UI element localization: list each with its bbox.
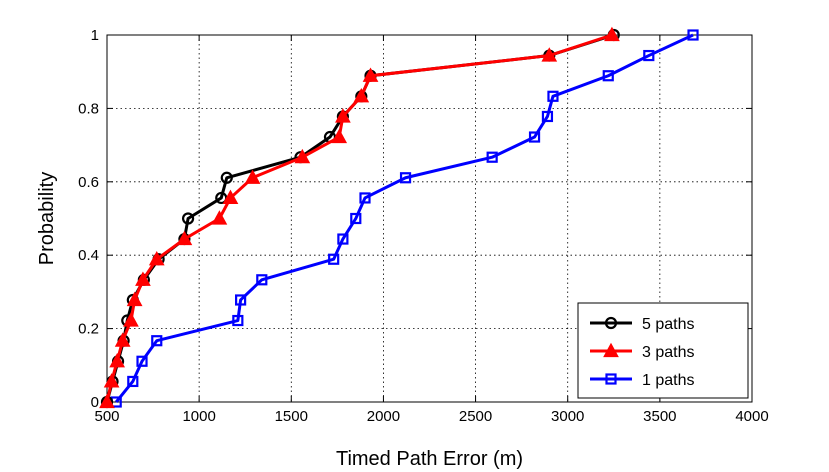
data-point-circle	[220, 171, 233, 184]
data-point-square	[350, 212, 362, 225]
x-tick-label: 1000	[182, 408, 215, 425]
legend-marker	[605, 373, 617, 385]
data-point-triangle	[335, 108, 351, 123]
y-axis-title: Probability	[36, 172, 58, 265]
series-layer	[99, 26, 699, 409]
y-tick-label: 0.4	[78, 247, 99, 264]
legend-entry: 1 paths	[590, 372, 694, 389]
data-point-triangle	[103, 373, 120, 388]
data-point-square	[256, 274, 268, 286]
data-point-square	[541, 110, 554, 123]
data-point-circle	[181, 212, 195, 225]
x-tick-label: 4000	[735, 408, 768, 425]
data-point-triangle	[126, 291, 143, 307]
data-point-triangle	[123, 312, 139, 327]
x-tick-label: 1500	[275, 408, 308, 425]
data-point-square	[136, 355, 148, 367]
data-point-triangle	[135, 271, 151, 286]
legend-entry: 3 paths	[590, 342, 694, 361]
data-point-triangle	[114, 332, 131, 347]
axis-ticks: 500 1000 1500 2000 2500 3000 3500 4000 0 0.2 0.4 0.…	[78, 27, 769, 425]
data-point-triangle	[99, 393, 115, 409]
series-3-paths	[99, 26, 620, 409]
y-tick-label: 0.8	[78, 100, 99, 117]
x-tick-label: 3500	[643, 408, 676, 425]
data-point-square	[643, 49, 655, 62]
plot-frame	[106, 34, 753, 403]
legend-label: 1 paths	[642, 372, 694, 389]
data-point-triangle	[353, 87, 370, 103]
data-point-triangle	[541, 47, 558, 62]
data-point-square	[151, 335, 163, 347]
legend-label: 3 paths	[642, 344, 694, 361]
legend-entry: 5 paths	[590, 316, 694, 333]
data-point-square	[602, 70, 614, 82]
data-point-square	[232, 314, 244, 327]
y-tick-label: 0.2	[78, 321, 99, 338]
data-point-square	[399, 172, 412, 184]
data-point-square	[687, 29, 699, 41]
y-tick-label: 1	[91, 27, 99, 44]
data-point-triangle	[604, 26, 620, 42]
data-point-triangle	[294, 148, 311, 164]
data-point-triangle	[331, 128, 348, 144]
legend: 5 paths 3 paths 1 paths	[577, 302, 749, 399]
x-tick-label: 2500	[459, 408, 492, 425]
x-tick-label: 3000	[551, 408, 584, 425]
data-point-triangle	[244, 169, 261, 184]
data-point-square	[359, 192, 371, 204]
data-point-square	[235, 294, 247, 306]
data-point-square	[528, 131, 541, 143]
data-point-triangle	[362, 67, 379, 82]
data-point-square	[127, 375, 139, 388]
data-point-triangle	[176, 230, 193, 246]
data-point-triangle	[109, 352, 125, 368]
data-point-triangle	[148, 250, 165, 266]
data-point-triangle	[222, 189, 239, 205]
y-tick-label: 0	[91, 394, 99, 411]
data-point-square	[328, 253, 340, 265]
legend-label: 5 paths	[642, 316, 694, 333]
legend-marker	[604, 316, 618, 330]
x-axis-title: Timed Path Error (m)	[336, 448, 523, 470]
legend-entries: 5 paths 3 paths 1 paths	[590, 316, 694, 389]
data-point-triangle	[211, 210, 228, 225]
data-point-square	[486, 151, 498, 163]
data-point-square	[547, 90, 559, 102]
series-line	[115, 33, 694, 403]
x-tick-label: 2000	[367, 408, 400, 425]
data-point-square	[337, 233, 349, 245]
series-1-paths	[110, 29, 699, 408]
y-tick-label: 0.6	[78, 174, 99, 191]
legend-marker	[603, 342, 619, 358]
x-tick-label: 500	[94, 408, 119, 425]
